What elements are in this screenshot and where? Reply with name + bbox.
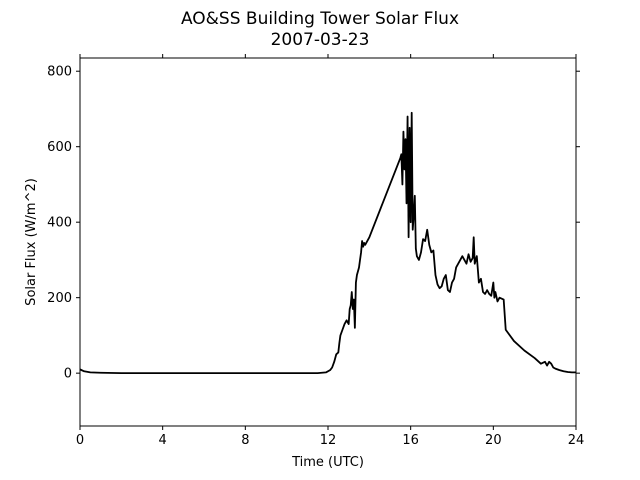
plot-area — [79, 111, 576, 375]
y-tick-label: 600 — [47, 140, 72, 155]
y-tick-label: 400 — [47, 216, 72, 231]
y-tick-label: 200 — [47, 291, 72, 306]
y-tick-label: 0 — [64, 367, 72, 382]
x-tick-label: 4 — [159, 433, 167, 448]
chart-subtitle: 2007-03-23 — [271, 30, 370, 50]
x-tick-label: 20 — [485, 433, 502, 448]
x-axis-label: Time (UTC) — [291, 455, 364, 470]
x-tick-label: 24 — [568, 433, 585, 448]
y-tick-label: 800 — [47, 65, 72, 80]
axis-ticks: 0 4 8 12 16 20 24 0 200 400 600 800 — [47, 54, 584, 448]
chart-title: AO&SS Building Tower Solar Flux — [181, 9, 459, 29]
y-axis-label: Solar Flux (W/m^2) — [24, 178, 39, 306]
x-tick-label: 0 — [76, 433, 84, 448]
axes-frame — [79, 57, 577, 427]
solar-flux-series-line — [79, 111, 576, 375]
x-tick-label: 16 — [402, 433, 419, 448]
x-tick-label: 8 — [241, 433, 249, 448]
x-tick-label: 12 — [320, 433, 337, 448]
